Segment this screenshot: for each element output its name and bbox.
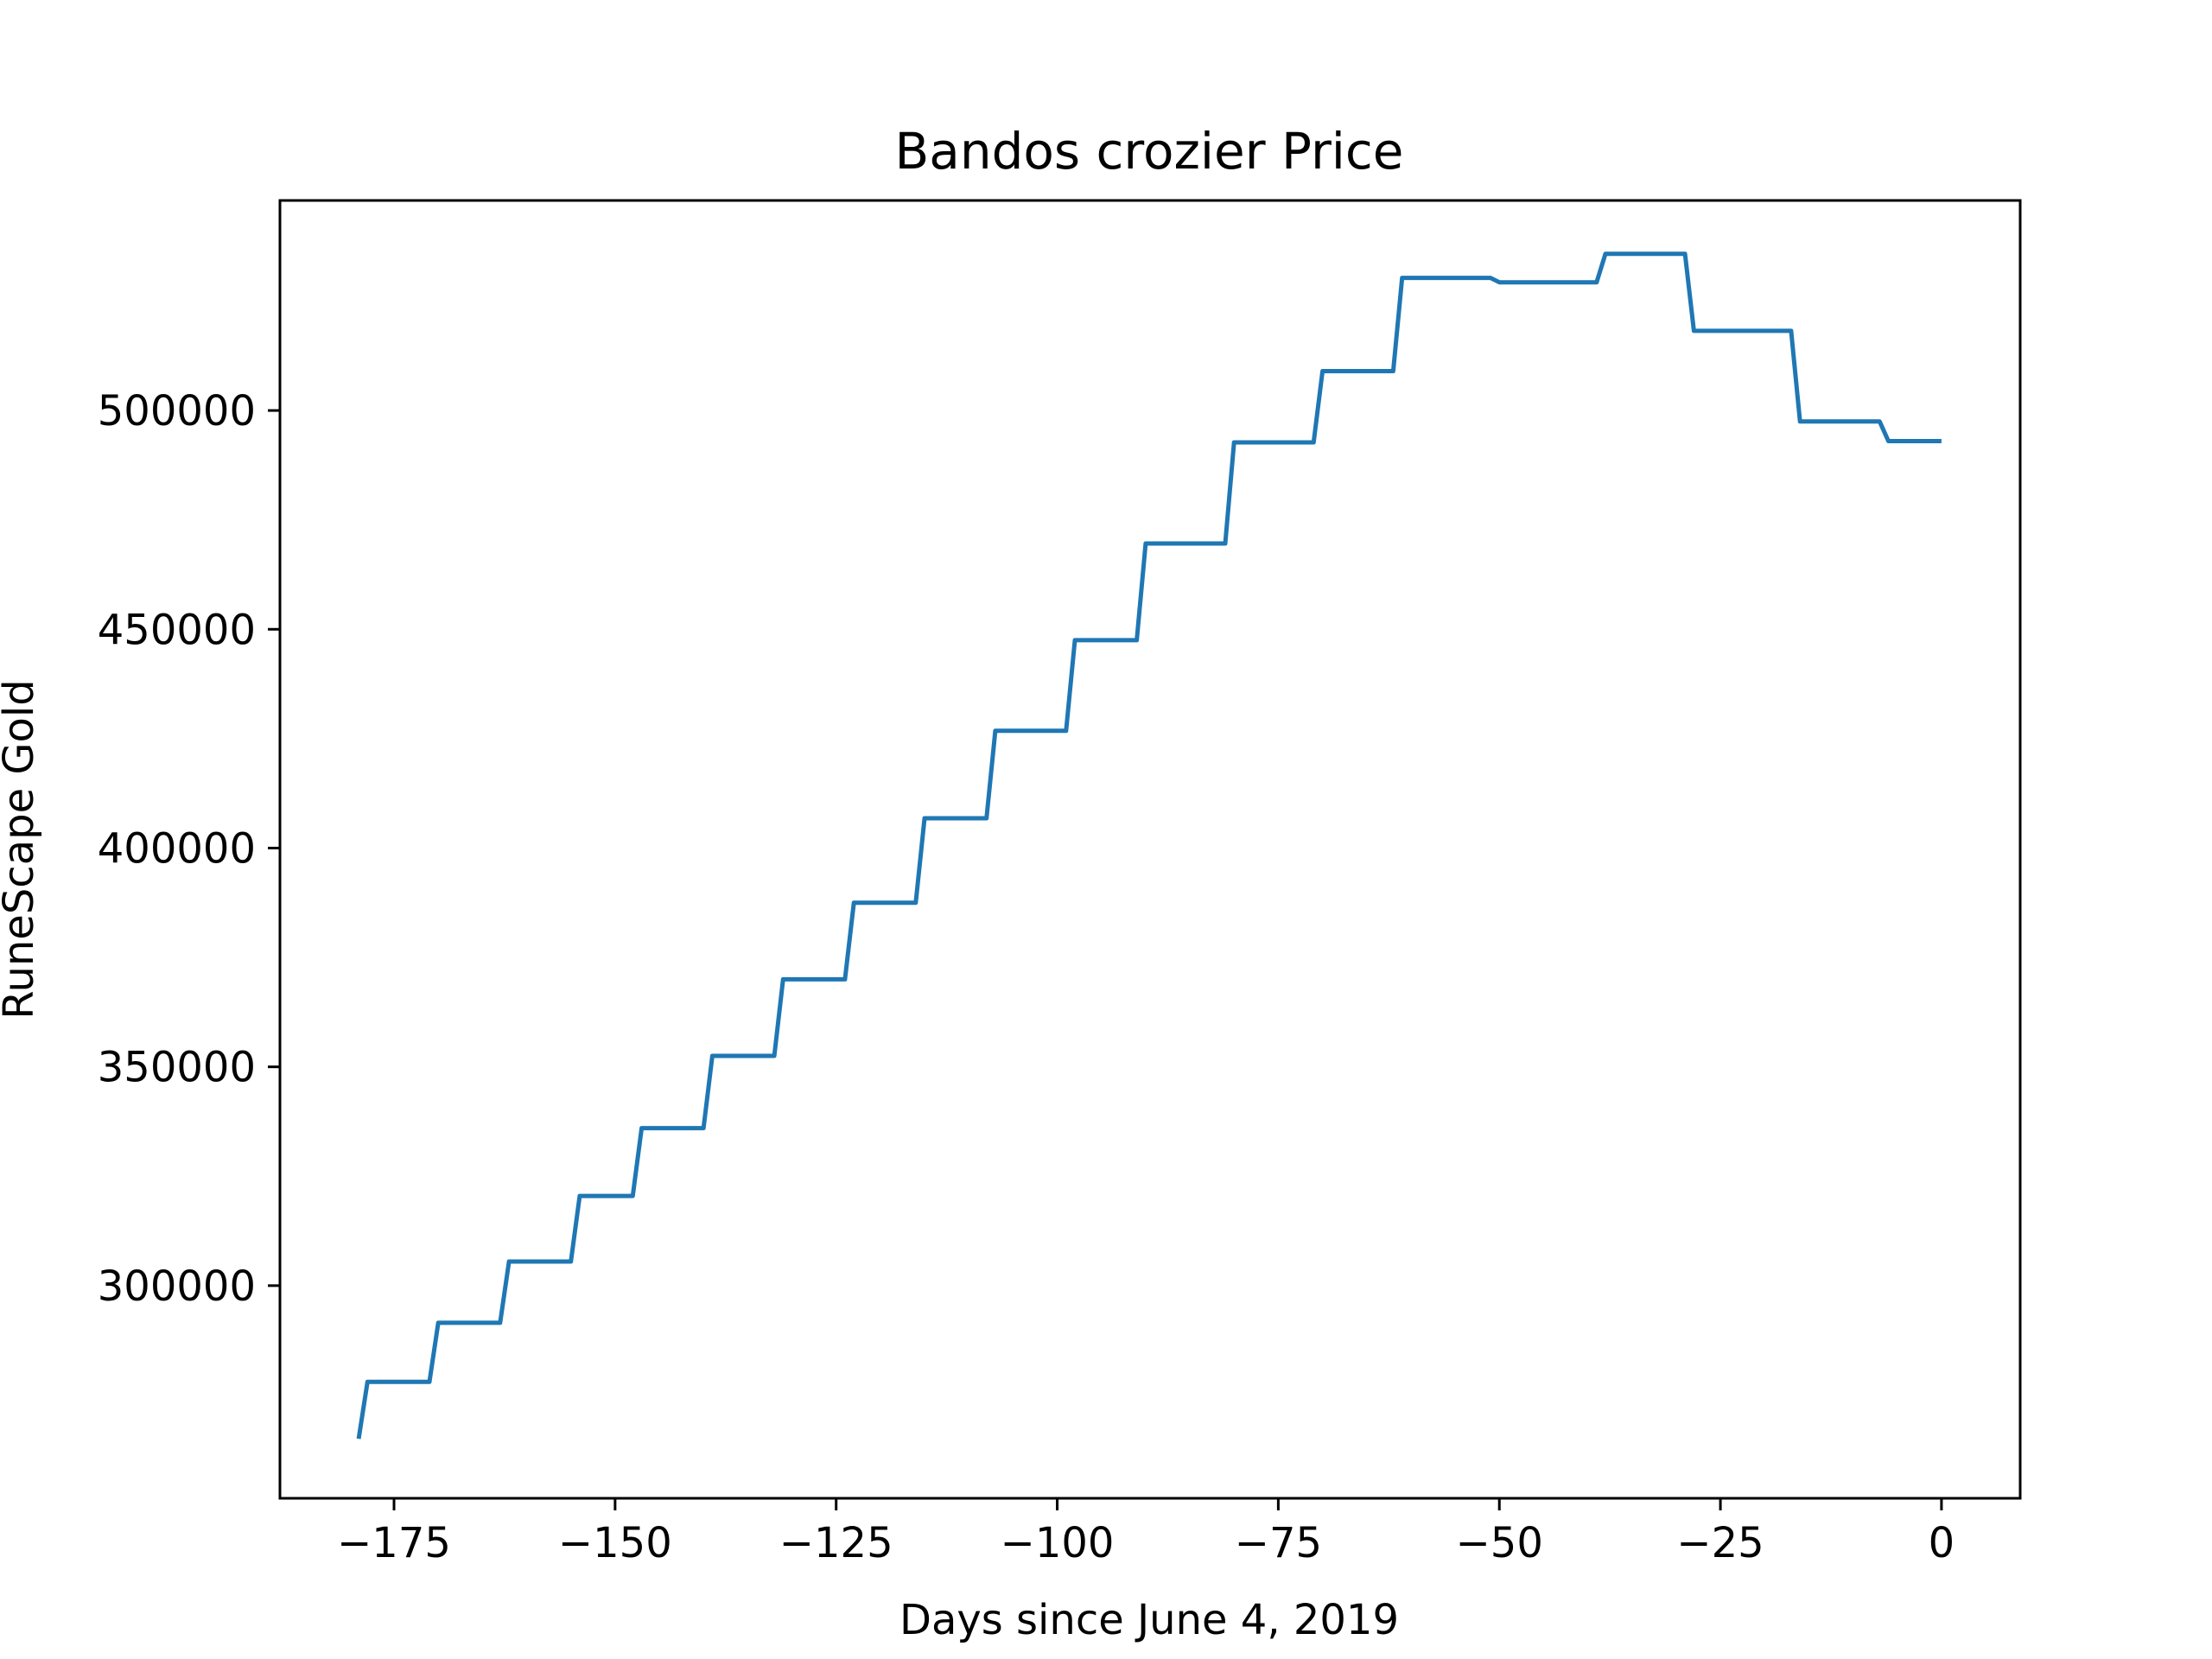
y-axis: 300000 350000 400000 450000 500000 [98, 387, 280, 1311]
y-axis-label: RuneScape Gold [0, 679, 43, 1019]
y-tick-label: 400000 [98, 824, 256, 873]
x-axis-label: Days since June 4, 2019 [899, 1596, 1399, 1644]
x-tick-label: −100 [1001, 1519, 1115, 1567]
x-tick-label: −50 [1456, 1519, 1543, 1567]
x-axis: −175 −150 −125 −100 −75 −50 −25 0 [337, 1498, 1955, 1567]
y-tick-label: 300000 [98, 1262, 256, 1311]
x-tick-label: −75 [1235, 1519, 1322, 1567]
plot-area [278, 199, 2022, 1500]
y-tick-label: 500000 [98, 387, 256, 435]
x-tick-label: −25 [1676, 1519, 1764, 1567]
y-tick-label: 350000 [98, 1044, 256, 1092]
x-tick-label: −150 [558, 1519, 672, 1567]
chart-title: Bandos crozier Price [894, 122, 1403, 181]
x-tick-label: −125 [779, 1519, 893, 1567]
x-tick-label: −175 [337, 1519, 451, 1567]
price-series-line [356, 251, 1942, 1440]
x-tick-label: 0 [1929, 1519, 1955, 1567]
y-tick-label: 450000 [98, 606, 256, 654]
